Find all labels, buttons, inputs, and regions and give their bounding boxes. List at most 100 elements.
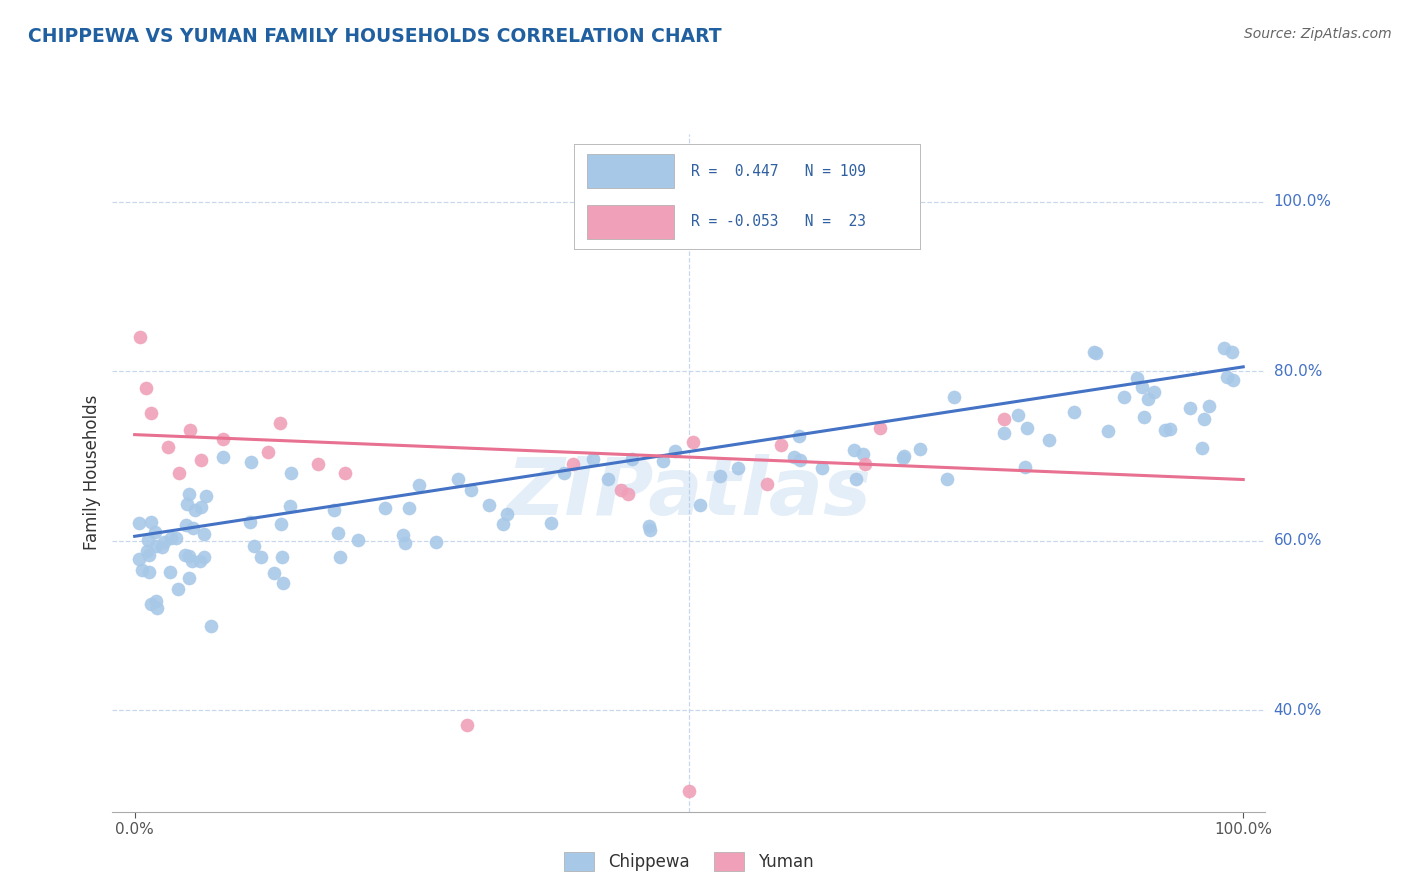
Point xyxy=(271,550,294,565)
Point xyxy=(1112,390,1135,404)
Point xyxy=(1216,370,1239,384)
Point xyxy=(562,457,585,471)
Point xyxy=(852,447,875,461)
Point xyxy=(176,498,198,512)
Point xyxy=(180,554,202,568)
Point xyxy=(1085,346,1108,360)
Point xyxy=(195,489,218,503)
Point xyxy=(1126,370,1149,384)
Point xyxy=(709,469,731,483)
Point xyxy=(1220,344,1243,359)
Point xyxy=(159,565,181,579)
Point xyxy=(131,563,153,577)
Point xyxy=(141,516,163,530)
Point xyxy=(1191,441,1213,455)
Point xyxy=(193,549,215,564)
Point xyxy=(240,455,263,469)
Point xyxy=(1222,373,1244,387)
Point xyxy=(456,718,478,732)
Point xyxy=(190,453,212,467)
Point xyxy=(374,500,396,515)
Point xyxy=(553,466,575,480)
Point xyxy=(179,570,201,584)
Point xyxy=(1154,423,1177,437)
Point xyxy=(145,593,167,607)
Point xyxy=(1137,392,1160,407)
Point xyxy=(1130,379,1153,393)
Point xyxy=(270,517,292,532)
Point xyxy=(581,451,603,466)
Point xyxy=(256,444,278,458)
Point xyxy=(174,518,197,533)
Point xyxy=(153,535,176,549)
Point xyxy=(146,600,169,615)
Point xyxy=(943,390,966,404)
Point xyxy=(1159,422,1181,436)
Point xyxy=(637,519,659,533)
Point xyxy=(269,416,291,430)
Point xyxy=(811,460,834,475)
Text: CHIPPEWA VS YUMAN FAMILY HOUSEHOLDS CORRELATION CHART: CHIPPEWA VS YUMAN FAMILY HOUSEHOLDS CORR… xyxy=(28,27,721,45)
Point xyxy=(239,515,262,529)
Point xyxy=(492,516,515,531)
Point xyxy=(128,516,150,531)
Point xyxy=(135,381,157,395)
Point xyxy=(756,476,779,491)
Point xyxy=(845,472,868,486)
Point xyxy=(174,549,197,563)
Point xyxy=(460,483,482,497)
Point xyxy=(664,444,686,458)
Y-axis label: Family Households: Family Households xyxy=(83,395,101,550)
Point xyxy=(136,544,159,558)
Point xyxy=(391,528,413,542)
Text: 80.0%: 80.0% xyxy=(1274,364,1322,378)
Point xyxy=(307,458,329,472)
Point xyxy=(167,466,190,480)
Point xyxy=(638,523,661,537)
Point xyxy=(478,498,501,512)
Point xyxy=(596,472,619,486)
Point xyxy=(177,549,200,564)
Text: 40.0%: 40.0% xyxy=(1274,703,1322,717)
Point xyxy=(908,442,931,456)
Point xyxy=(190,500,212,514)
Point xyxy=(1017,421,1039,435)
Point xyxy=(1178,401,1201,415)
Point xyxy=(394,535,416,549)
Point xyxy=(188,554,211,568)
Point xyxy=(1192,411,1215,425)
Point xyxy=(141,597,163,611)
Point xyxy=(993,426,1015,441)
Point xyxy=(184,502,207,516)
Legend: Chippewa, Yuman: Chippewa, Yuman xyxy=(558,846,820,878)
Point xyxy=(181,521,204,535)
Point xyxy=(408,478,430,492)
Point xyxy=(193,527,215,541)
Point xyxy=(200,619,222,633)
Point xyxy=(138,565,160,579)
Point xyxy=(166,582,188,597)
Text: ZIPatlas: ZIPatlas xyxy=(506,454,872,533)
Point xyxy=(398,500,420,515)
Point xyxy=(128,552,150,566)
Point xyxy=(1063,404,1085,418)
Point xyxy=(160,531,183,545)
Point xyxy=(335,466,357,480)
Point xyxy=(136,533,159,548)
Text: 60.0%: 60.0% xyxy=(1274,533,1322,548)
Point xyxy=(689,498,711,512)
Point xyxy=(179,424,201,438)
Point xyxy=(652,454,675,468)
Point xyxy=(1133,409,1156,424)
Point xyxy=(893,449,915,463)
Point xyxy=(678,783,700,797)
Point xyxy=(540,516,562,530)
Point xyxy=(263,566,285,581)
Point xyxy=(1143,385,1166,400)
Point xyxy=(1014,460,1036,475)
Point xyxy=(682,434,704,449)
Point xyxy=(347,533,370,548)
Point xyxy=(138,548,160,562)
Point xyxy=(891,451,914,466)
Point xyxy=(787,429,810,443)
